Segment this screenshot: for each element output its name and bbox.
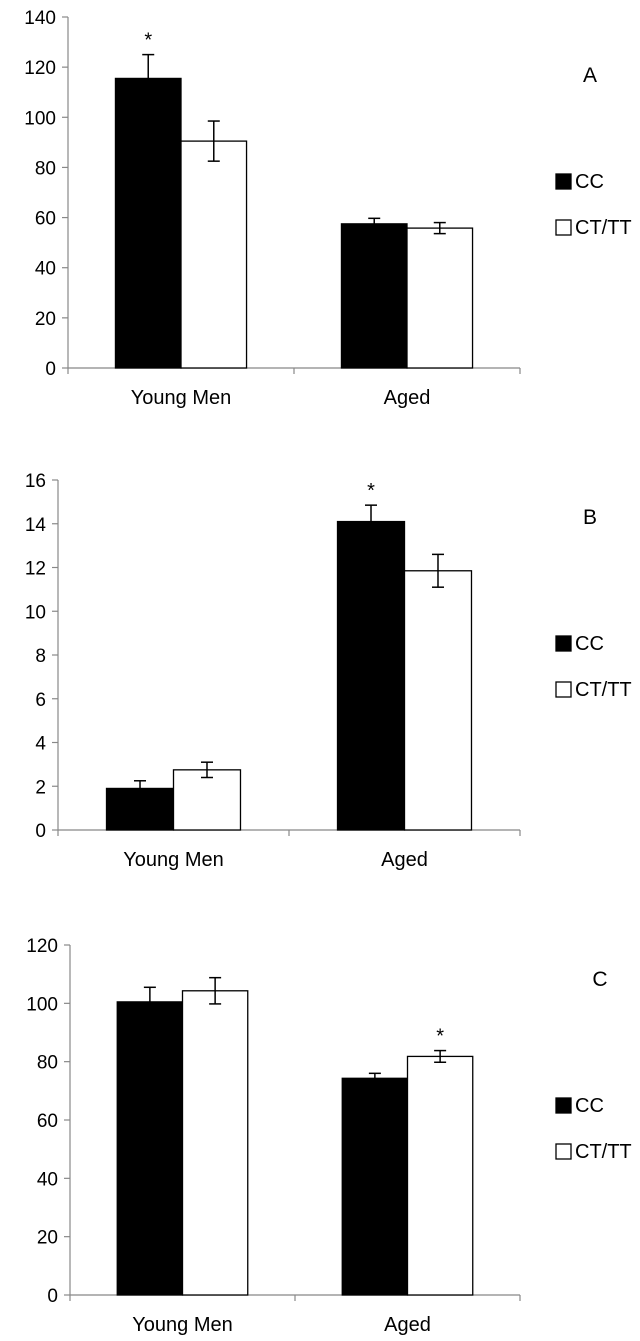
x-tick-label: Aged	[381, 849, 428, 871]
x-tick-label: Aged	[384, 1314, 431, 1336]
y-tick-label: 8	[35, 646, 46, 667]
legend-swatch	[555, 1143, 572, 1160]
legend-swatch	[555, 681, 572, 698]
y-tick-label: 14	[25, 515, 47, 536]
y-tick-label: 80	[35, 158, 56, 179]
legend-swatch	[555, 173, 572, 190]
chart-panel-b: 0 2 4 6 8 10 12 14 16 Young Men Aged * B CC CT/TT	[25, 471, 632, 871]
y-tick-label: 120	[24, 58, 56, 79]
y-tick-label: 40	[37, 1169, 58, 1190]
y-tick-label: 140	[24, 8, 56, 29]
y-tick-label: 20	[35, 309, 56, 330]
y-tick-label: 60	[37, 1111, 58, 1132]
y-tick-label: 2	[35, 777, 46, 798]
significance-marker: *	[367, 480, 375, 502]
legend-label: CC	[575, 633, 604, 655]
legend-label: CT/TT	[575, 679, 632, 701]
y-tick-label: 4	[35, 734, 46, 755]
chart-panel-a: 0 20 40 60 80 100 120 140 Young Men * Aged A CC CT/TT	[24, 8, 631, 409]
significance-marker: *	[436, 1026, 444, 1048]
panel-label: B	[583, 506, 597, 529]
legend-label: CC	[575, 1095, 604, 1117]
y-tick-label: 0	[35, 821, 46, 842]
bar-ct-tt-1	[406, 227, 474, 369]
y-tick-label: 0	[45, 359, 56, 380]
y-tick-label: 100	[24, 108, 56, 129]
x-tick-label: Young Men	[131, 387, 231, 409]
bar-ct-tt-0	[172, 769, 242, 831]
panel-label: A	[583, 64, 597, 87]
legend-swatch	[555, 1097, 572, 1114]
legend-label: CT/TT	[575, 1141, 632, 1163]
x-tick-label: Young Men	[123, 849, 223, 871]
y-tick-label: 12	[25, 559, 46, 580]
bar-ct-tt-0	[180, 140, 248, 369]
bar-ct-tt-1	[403, 570, 473, 831]
significance-marker: *	[144, 30, 152, 52]
x-tick-label: Aged	[384, 387, 431, 409]
legend-swatch	[555, 635, 572, 652]
y-tick-label: 0	[47, 1286, 58, 1307]
bar-cc-0	[116, 1001, 184, 1296]
y-tick-label: 80	[37, 1053, 58, 1074]
bar-ct-tt-0	[181, 990, 249, 1296]
y-tick-label: 16	[25, 471, 46, 492]
panel-label: C	[592, 968, 607, 991]
y-tick-label: 100	[26, 994, 58, 1015]
y-tick-label: 40	[35, 259, 56, 280]
bar-ct-tt-1	[406, 1055, 474, 1296]
y-tick-label: 6	[35, 690, 46, 711]
bar-cc-1	[340, 223, 408, 369]
bar-cc-1	[341, 1077, 409, 1296]
y-tick-label: 10	[25, 602, 46, 623]
bar-cc-1	[336, 520, 406, 831]
bar-cc-0	[114, 77, 182, 369]
legend-swatch	[555, 219, 572, 236]
x-tick-label: Young Men	[132, 1314, 232, 1336]
legend-label: CC	[575, 171, 604, 193]
y-tick-label: 60	[35, 209, 56, 230]
legend-label: CT/TT	[575, 217, 632, 239]
y-tick-label: 120	[26, 936, 58, 957]
y-tick-label: 20	[37, 1228, 58, 1249]
